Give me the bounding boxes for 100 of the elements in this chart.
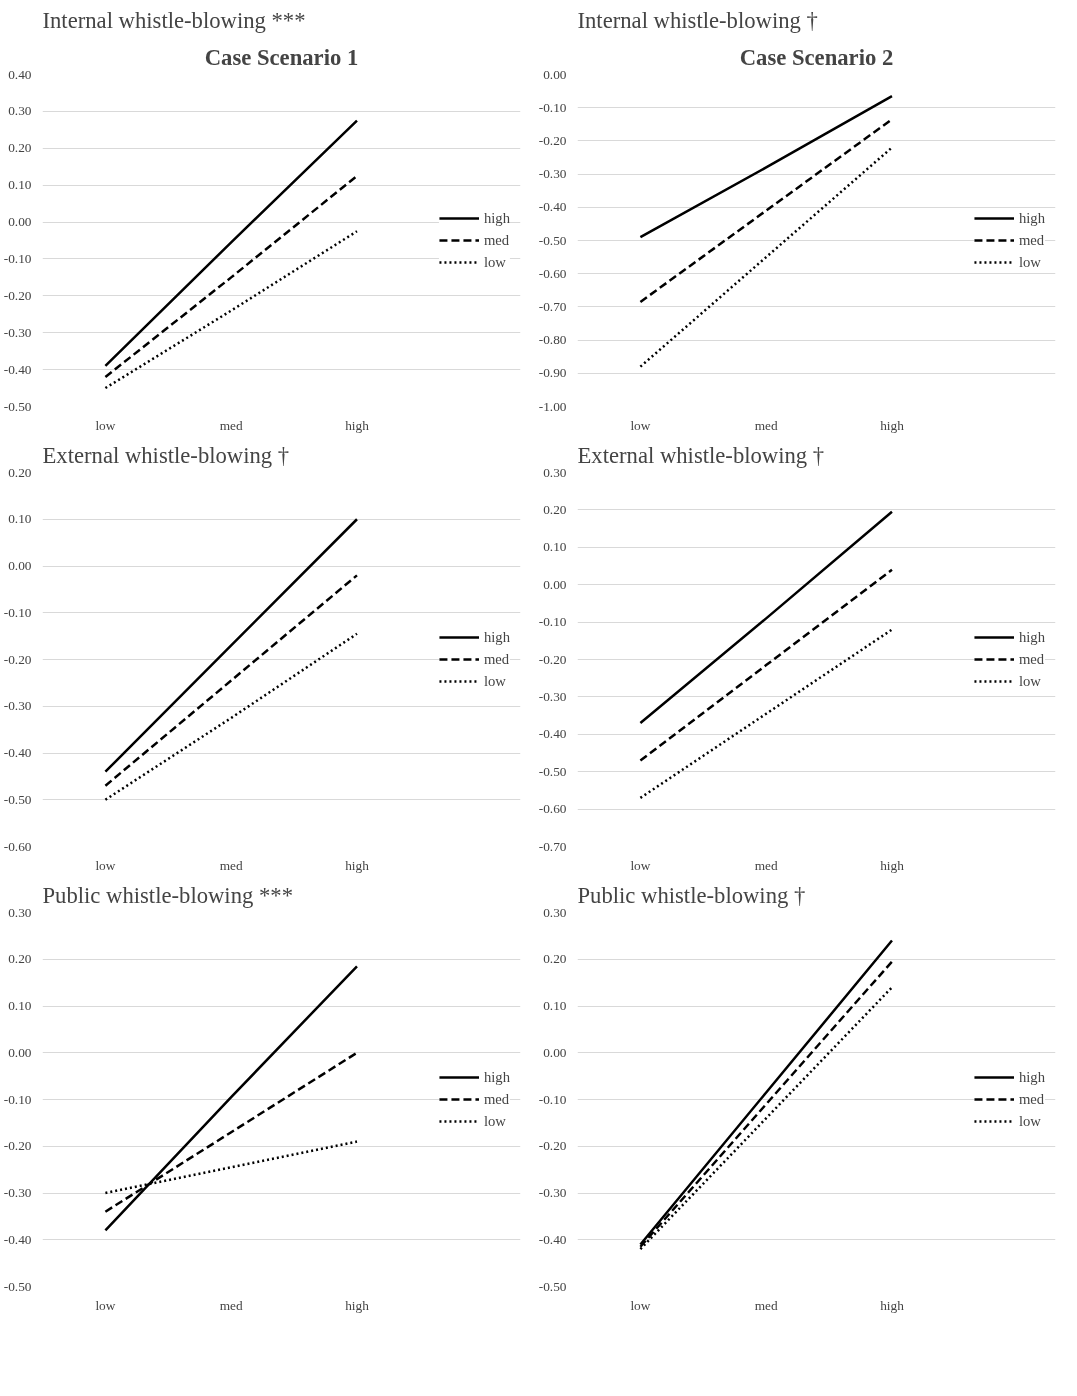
y-tick-label: 0.00 (8, 558, 32, 573)
x-tick-label: high (880, 417, 905, 433)
y-tick-label: -0.80 (538, 332, 567, 348)
y-tick-label: 0.00 (8, 214, 32, 230)
y-tick-label: 0.20 (543, 951, 567, 967)
chart-title: Internal whistle-blowing † (577, 7, 818, 33)
y-tick-label: -0.70 (538, 298, 567, 314)
legend-label: low (1018, 253, 1041, 271)
legend-label: high (483, 628, 510, 646)
legend-label: low (1018, 672, 1041, 690)
y-tick-label: 0.40 (8, 66, 32, 82)
legend-label: med (1018, 650, 1045, 668)
y-tick-label: -0.60 (3, 838, 32, 854)
y-tick-label: 0.10 (8, 177, 32, 193)
y-tick-label: -0.70 (538, 838, 567, 854)
y-tick-label: -0.50 (538, 232, 567, 248)
legend-label: high (1018, 1068, 1045, 1086)
x-tick-label: med (219, 857, 243, 873)
x-tick-label: high (880, 1297, 905, 1313)
legend-label: low (483, 672, 506, 690)
chart-title: External whistle-blowing † (42, 442, 290, 468)
y-tick-label: -0.20 (3, 651, 32, 667)
y-tick-label: -0.50 (538, 763, 567, 779)
y-tick-label: -0.10 (3, 1091, 32, 1107)
text: Case Scenario 2 (739, 44, 894, 70)
x-tick-label: low (630, 417, 651, 433)
y-tick-label: -0.20 (538, 132, 567, 148)
y-tick-label: -0.40 (3, 1231, 32, 1247)
x-tick-label: med (754, 417, 778, 433)
x-tick-label: low (630, 857, 651, 873)
y-tick-label: 0.20 (8, 951, 32, 967)
x-tick-label: low (95, 1297, 116, 1313)
y-tick-label: 0.20 (8, 140, 32, 156)
y-tick-label: 0.10 (543, 998, 567, 1013)
y-tick-label: -0.50 (538, 1278, 567, 1294)
x-tick-label: low (630, 1297, 651, 1313)
legend-label: med (483, 231, 510, 249)
chart-title: Public whistle-blowing *** (42, 882, 293, 908)
legend-label: med (483, 650, 510, 668)
chart-title: Internal whistle-blowing *** (42, 7, 306, 33)
y-tick-label: -0.10 (3, 250, 32, 266)
y-tick-label: -0.50 (3, 398, 32, 414)
chart-title: Public whistle-blowing † (577, 882, 806, 908)
legend-label: high (1018, 209, 1045, 227)
y-tick-label: -0.20 (538, 1138, 567, 1154)
y-tick-label: -0.30 (3, 698, 32, 714)
x-tick-label: high (345, 857, 370, 873)
y-tick-label: -0.30 (538, 1185, 567, 1200)
chart-title: External whistle-blowing † (577, 442, 825, 468)
y-tick-label: -0.30 (3, 324, 32, 340)
x-tick-label: high (345, 1297, 370, 1313)
y-tick-label: -0.40 (538, 199, 567, 215)
x-tick-label: low (95, 417, 116, 433)
legend-label: high (483, 209, 510, 227)
y-tick-label: 0.10 (543, 539, 567, 555)
y-tick-label: 0.30 (8, 904, 32, 920)
legend-label: high (1018, 628, 1045, 646)
legend-label: med (1018, 231, 1045, 249)
y-tick-label: -0.60 (538, 801, 567, 817)
y-tick-label: 0.30 (8, 103, 32, 119)
y-tick-label: -0.10 (538, 1091, 567, 1107)
y-tick-label: -0.50 (3, 791, 32, 807)
y-tick-label: 0.10 (8, 998, 32, 1013)
y-tick-label: -0.20 (3, 1138, 32, 1154)
x-tick-label: med (219, 1297, 243, 1313)
legend-label: med (483, 1090, 510, 1108)
y-tick-label: -0.40 (538, 1231, 567, 1247)
y-tick-label: -0.20 (3, 287, 32, 303)
y-tick-label: -0.40 (538, 726, 567, 742)
y-tick-label: 0.00 (8, 1044, 32, 1060)
y-tick-label: -0.10 (538, 99, 567, 115)
legend-label: low (483, 1112, 506, 1130)
y-tick-label: 0.20 (543, 501, 567, 517)
y-tick-label: -0.10 (3, 604, 32, 620)
legend-label: high (483, 1068, 510, 1086)
y-tick-label: 0.00 (543, 576, 567, 592)
y-tick-label: 0.10 (8, 511, 32, 527)
text: Case Scenario 1 (204, 44, 359, 70)
y-tick-label: 0.30 (543, 904, 567, 920)
y-tick-label: 0.00 (543, 66, 567, 82)
x-tick-label: med (754, 857, 778, 873)
y-tick-label: 0.00 (543, 1044, 567, 1060)
y-tick-label: 0.30 (543, 464, 567, 480)
legend-label: med (1018, 1090, 1045, 1108)
x-tick-label: med (219, 417, 243, 433)
y-tick-label: -0.30 (538, 688, 567, 704)
y-tick-label: -0.30 (3, 1185, 32, 1200)
y-tick-label: -0.40 (3, 745, 32, 760)
y-tick-label: -1.00 (538, 398, 567, 414)
y-tick-label: -0.10 (538, 614, 567, 630)
x-tick-label: med (754, 1297, 778, 1313)
y-tick-label: -0.50 (3, 1278, 32, 1294)
x-tick-label: high (880, 857, 905, 873)
x-tick-label: low (95, 857, 116, 873)
y-tick-label: -0.20 (538, 651, 567, 667)
x-tick-label: high (345, 417, 370, 433)
y-tick-label: -0.60 (538, 265, 567, 281)
y-tick-label: -0.90 (538, 365, 567, 381)
legend-label: low (483, 253, 506, 271)
y-tick-label: -0.30 (538, 166, 567, 182)
